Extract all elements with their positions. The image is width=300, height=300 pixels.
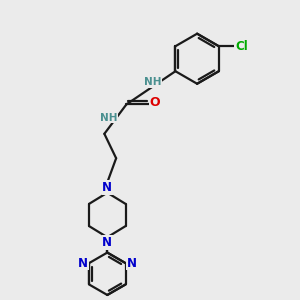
Text: Cl: Cl — [235, 40, 248, 53]
Text: N: N — [127, 257, 136, 270]
Text: N: N — [102, 181, 112, 194]
Text: NH: NH — [100, 112, 118, 123]
Text: NH: NH — [144, 77, 161, 88]
Text: O: O — [150, 96, 160, 110]
Text: N: N — [78, 257, 88, 270]
Text: N: N — [102, 236, 112, 249]
